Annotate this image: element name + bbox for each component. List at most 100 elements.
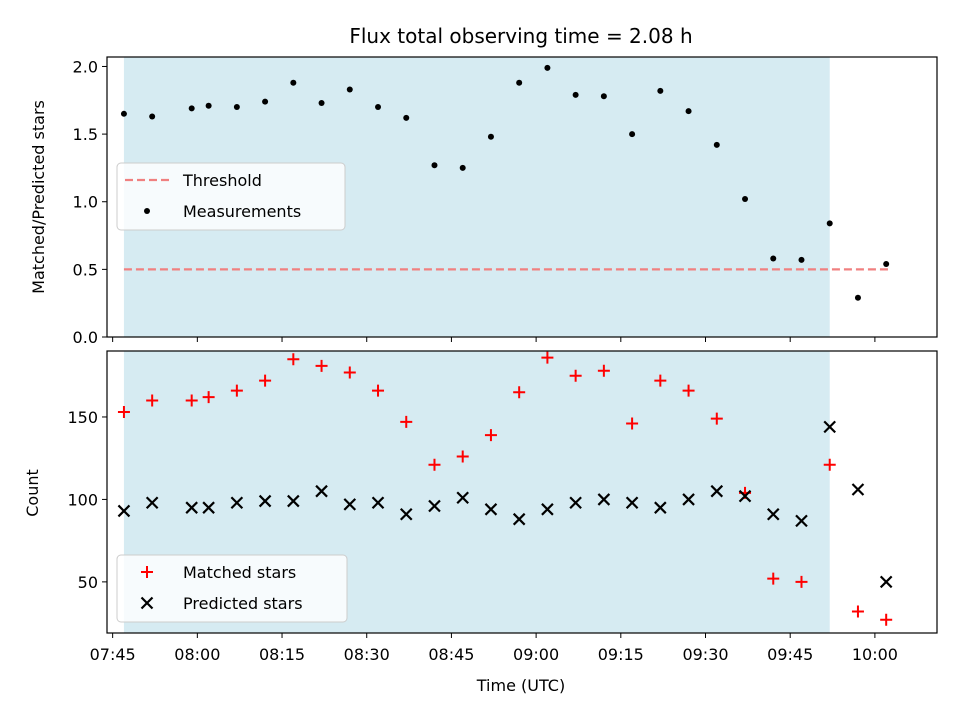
y-tick-label: 0.0: [73, 328, 98, 347]
measurement-point: [431, 162, 438, 169]
legend-measurement-swatch: [144, 208, 150, 214]
x-axis-label: Time (UTC): [476, 676, 565, 695]
predicted-stars-point: [851, 483, 865, 496]
y-tick-label: 150: [67, 408, 98, 427]
matched-stars-point: [372, 384, 385, 397]
predicted-stars-point: [625, 496, 639, 509]
predicted-stars-point: [371, 496, 385, 509]
legend-label: Matched stars: [183, 563, 296, 582]
measurement-point: [826, 220, 833, 227]
measurement-point: [629, 131, 636, 138]
x-tick-label: 08:45: [428, 645, 474, 664]
matched-stars-point: [654, 374, 667, 387]
matched-stars-point: [851, 605, 864, 618]
predicted-stars-point: [654, 501, 667, 514]
y-tick-label: 50: [78, 573, 98, 592]
measurement-point: [770, 255, 777, 262]
matched-stars-point: [626, 417, 639, 430]
matched-stars-point: [597, 364, 610, 377]
matched-stars-point: [287, 353, 300, 366]
ratio-panel: 0.0 0.5 1.0 1.5 2.0 Threshold Measurements: [73, 56, 938, 347]
x-tick-label: 08:00: [174, 645, 220, 664]
matched-stars-point: [117, 406, 130, 419]
predicted-stars-point: [710, 484, 724, 498]
predicted-stars-point: [879, 575, 893, 589]
legend-label: Threshold: [182, 171, 262, 190]
x-tick-label: 09:15: [598, 645, 644, 664]
measurement-point: [600, 93, 607, 100]
predicted-stars-point: [287, 494, 300, 508]
measurement-point: [262, 98, 269, 105]
predicted-stars-point: [484, 503, 498, 516]
matched-stars-point: [767, 572, 780, 585]
predicted-stars-point: [343, 498, 357, 511]
measurement-point: [487, 133, 494, 140]
matched-stars-point: [880, 613, 893, 626]
predicted-stars-point: [738, 489, 752, 503]
predicted-stars-point: [682, 493, 695, 506]
axes-frame: [106, 350, 938, 634]
x-tick-label: 09:00: [513, 645, 559, 664]
predicted-stars-point: [230, 496, 244, 509]
measurement-point: [120, 110, 127, 117]
predicted-stars-point: [185, 501, 198, 514]
matched-stars-point: [513, 386, 526, 399]
predicted-stars-point: [399, 507, 413, 521]
measurement-point: [205, 102, 212, 109]
predicted-stars-point: [541, 503, 554, 516]
measurement-point: [318, 99, 325, 106]
predicted-stars-point: [456, 491, 469, 505]
matched-stars-point: [823, 458, 836, 471]
matched-stars-point: [202, 391, 215, 404]
y-tick-label: 100: [67, 490, 98, 509]
matched-stars-point: [456, 450, 469, 463]
x-tick-label: 08:15: [259, 645, 305, 664]
predicted-stars-point: [795, 514, 808, 528]
matched-stars-point: [185, 394, 198, 407]
matched-stars-point: [428, 458, 441, 471]
measurement-point: [188, 105, 195, 112]
predicted-stars-point: [766, 507, 780, 521]
measurement-point: [572, 91, 579, 98]
measurement-point: [742, 196, 749, 203]
predicted-stars-point: [597, 493, 611, 506]
y-tick-label: 2.0: [73, 57, 98, 76]
matched-stars-point: [710, 412, 723, 425]
predicted-stars-point: [202, 501, 215, 514]
predicted-stars-point: [512, 512, 526, 526]
x-tick-label: 08:30: [344, 645, 390, 664]
matched-stars-point: [484, 429, 497, 442]
legend: Matched stars Predicted stars: [116, 554, 348, 623]
legend-predicted-swatch: [140, 596, 154, 610]
measurement-point: [798, 256, 805, 263]
measurement-point: [403, 114, 410, 121]
predicted-stars-point: [823, 420, 836, 434]
y-tick-label: 0.5: [73, 260, 98, 279]
predicted-stars-point: [117, 504, 131, 518]
chart-title: Flux total observing time = 2.08 h: [349, 24, 692, 48]
measurement-point: [233, 104, 240, 111]
measurement-point: [459, 164, 466, 171]
matched-stars-point: [230, 384, 243, 397]
measurement-point: [685, 108, 692, 115]
matched-stars-point: [146, 394, 159, 407]
legend-box: [116, 554, 348, 623]
measurement-point: [883, 260, 890, 267]
predicted-stars-point: [258, 494, 272, 508]
top-y-axis-label: Matched/Predicted stars: [29, 100, 48, 294]
measurement-point: [854, 294, 861, 301]
measurement-point: [346, 86, 353, 93]
matched-stars-point: [315, 359, 328, 372]
predicted-stars-point: [569, 496, 582, 509]
measurement-point: [657, 87, 664, 94]
legend-label: Predicted stars: [183, 594, 303, 613]
predicted-stars-point: [428, 499, 441, 513]
matched-stars-point: [259, 374, 272, 387]
matched-stars-point: [795, 575, 808, 588]
legend: Threshold Measurements: [116, 162, 346, 231]
y-tick-label: 1.0: [73, 193, 98, 212]
x-tick-label: 07:45: [90, 645, 136, 664]
measurement-point: [713, 141, 720, 148]
legend-box: [116, 162, 346, 231]
measurement-point: [290, 79, 297, 86]
